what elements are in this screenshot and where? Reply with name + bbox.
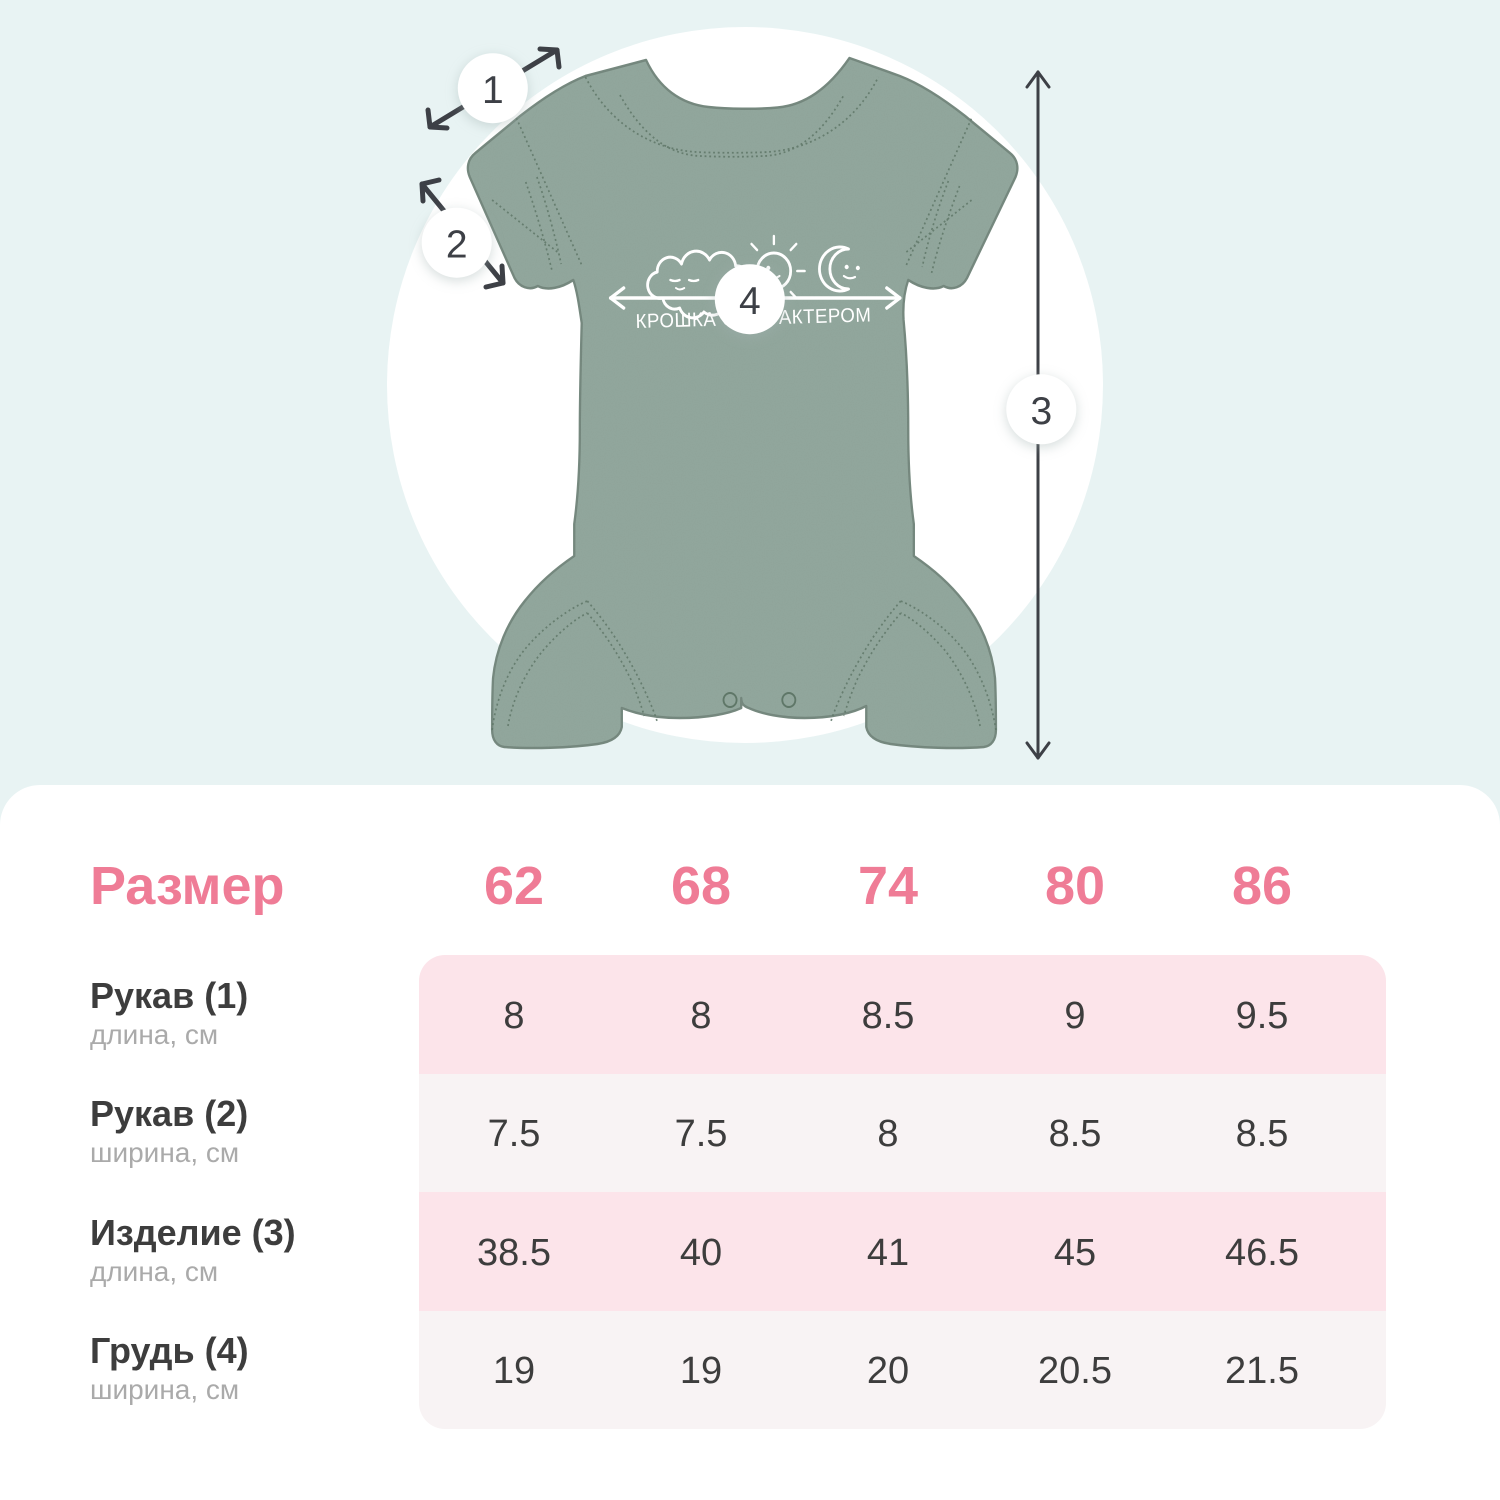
svg-text:4: 4 [739,280,761,323]
svg-text:2: 2 [446,224,468,267]
svg-text:1: 1 [482,69,504,112]
svg-text:3: 3 [1030,390,1052,433]
